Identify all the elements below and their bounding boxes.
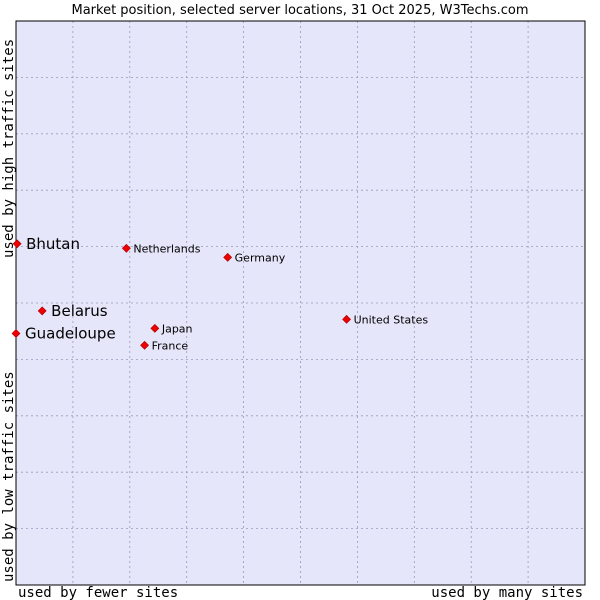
y-axis-label-bottom: used by low traffic sites [1,371,17,582]
point-label-japan: Japan [161,322,193,335]
x-axis-label-right: used by many sites [431,585,583,600]
point-label-france: France [152,339,189,352]
point-label-netherlands: Netherlands [133,242,200,255]
point-label-united-states: United States [354,313,429,326]
point-marker-belarus [37,306,47,316]
point-marker-guadeloupe [11,329,21,338]
point-marker-united-states [342,314,352,324]
y-axis-label-top: used by high traffic sites [1,39,17,258]
point-marker-germany [223,252,233,262]
chart-title: Market position, selected server locatio… [71,3,528,18]
point-label-guadeloupe: Guadeloupe [25,324,116,342]
point-marker-bhutan [12,239,22,249]
point-marker-france [140,340,150,350]
point-label-germany: Germany [235,251,286,264]
grid-lines [16,21,585,585]
point-label-bhutan: Bhutan [26,235,80,253]
plot-frame [15,20,586,586]
point-marker-japan [150,323,160,333]
x-axis-label-left: used by fewer sites [18,585,178,600]
data-points: Bhutan Belarus Guadeloupe Netherlands German… [11,235,429,352]
point-marker-netherlands [121,243,131,253]
point-label-belarus: Belarus [51,302,108,320]
